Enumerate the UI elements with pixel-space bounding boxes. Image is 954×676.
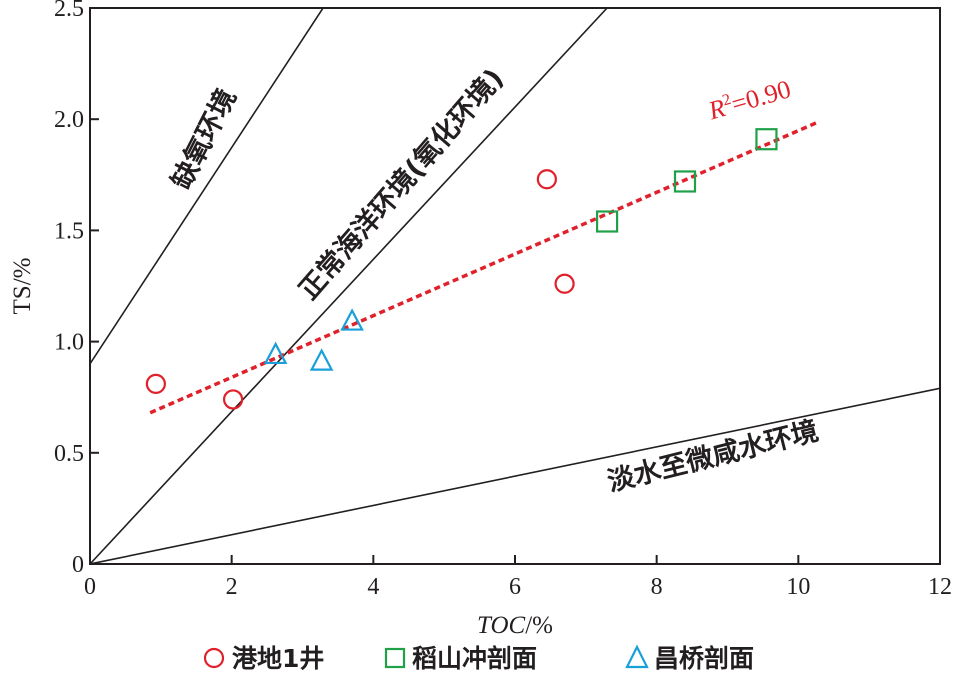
legend-marker-triangle	[625, 644, 649, 669]
boundary-line	[90, 387, 940, 564]
r-squared-label: R2=0.90	[704, 74, 794, 125]
region-label-normal-marine: 正常海洋环境(氧化环境)	[292, 62, 509, 305]
data-point-circle	[145, 373, 166, 394]
legend-label-changqiao: 昌桥剖面	[654, 644, 754, 673]
legend-label-gangdi: 港地1井	[232, 644, 324, 673]
data-point-square	[595, 210, 619, 233]
boundary-line	[90, 8, 608, 564]
data-point-triangle	[309, 348, 334, 371]
region-label-freshwater: 淡水至微咸水环境	[604, 416, 821, 498]
legend-label-daoshanchong: 稻山冲剖面	[412, 644, 537, 673]
data-point-circle	[536, 169, 557, 190]
legend-marker-square	[384, 647, 406, 669]
y-tick-label: 2.5	[54, 0, 84, 22]
y-tick-label: 0	[72, 552, 84, 578]
axis-ticks: 0 2 4 6 8 10 12 0 0.5 1.0 1.5 2.0 2.5	[54, 0, 952, 600]
data-points	[145, 128, 778, 410]
x-tick-label: 10	[786, 574, 810, 600]
y-tick-label: 0.5	[54, 441, 84, 467]
data-point-triangle	[340, 308, 364, 331]
x-tick-label: 6	[509, 574, 521, 600]
x-axis-title: TOC/%	[477, 612, 553, 639]
x-tick-label: 8	[651, 574, 663, 600]
x-tick-label: 2	[226, 574, 238, 600]
x-tick-label: 4	[367, 574, 379, 600]
legend: 港地1井 稻山冲剖面 昌桥剖面	[203, 644, 754, 673]
trendline	[149, 119, 821, 415]
y-tick-label: 1.5	[54, 218, 84, 244]
x-tick-label: 0	[84, 574, 96, 600]
data-point-square	[673, 170, 697, 193]
legend-marker-circle	[203, 647, 225, 669]
y-axis-title: TS/%	[9, 258, 36, 315]
y-tick-label: 2.0	[54, 107, 84, 133]
data-point-circle	[554, 273, 575, 294]
environment-boundary-lines	[90, 8, 940, 564]
data-point-triangle	[263, 341, 288, 365]
data-point-square	[755, 128, 778, 151]
data-point-circle	[222, 389, 244, 410]
x-tick-label: 12	[928, 574, 952, 600]
y-tick-label: 1.0	[54, 330, 84, 356]
boundary-line	[90, 8, 324, 365]
region-label-anoxic: 缺氧环境	[166, 84, 243, 194]
